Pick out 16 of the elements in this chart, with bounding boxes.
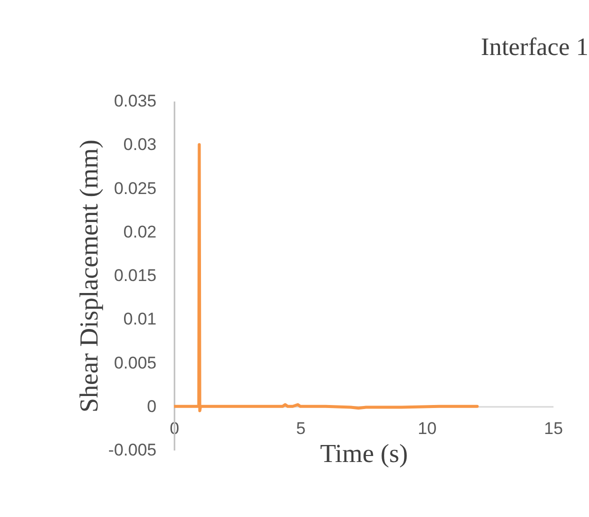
x-tick-label: 15	[544, 418, 563, 438]
y-axis-title: Shear Displacement (mm)	[74, 140, 104, 412]
y-tick-label: 0.025	[114, 178, 156, 198]
y-tick-label: 0.03	[123, 135, 156, 154]
y-tick-label: 0.005	[114, 353, 156, 372]
line-series	[174, 143, 479, 412]
x-tick-label: 5	[296, 418, 306, 438]
chart-title: Interface 1	[480, 34, 588, 61]
y-tick-label: 0	[147, 396, 156, 416]
x-axis-title: Time (s)	[320, 438, 408, 468]
y-tick-label: 0.02	[123, 222, 156, 242]
y-tick-label: -0.005	[108, 440, 156, 460]
y-tick-label: 0.035	[114, 92, 156, 110]
x-tick-label: 10	[418, 418, 437, 438]
y-tick-label: 0.015	[114, 266, 156, 285]
y-tick-label: 0.01	[123, 310, 156, 329]
